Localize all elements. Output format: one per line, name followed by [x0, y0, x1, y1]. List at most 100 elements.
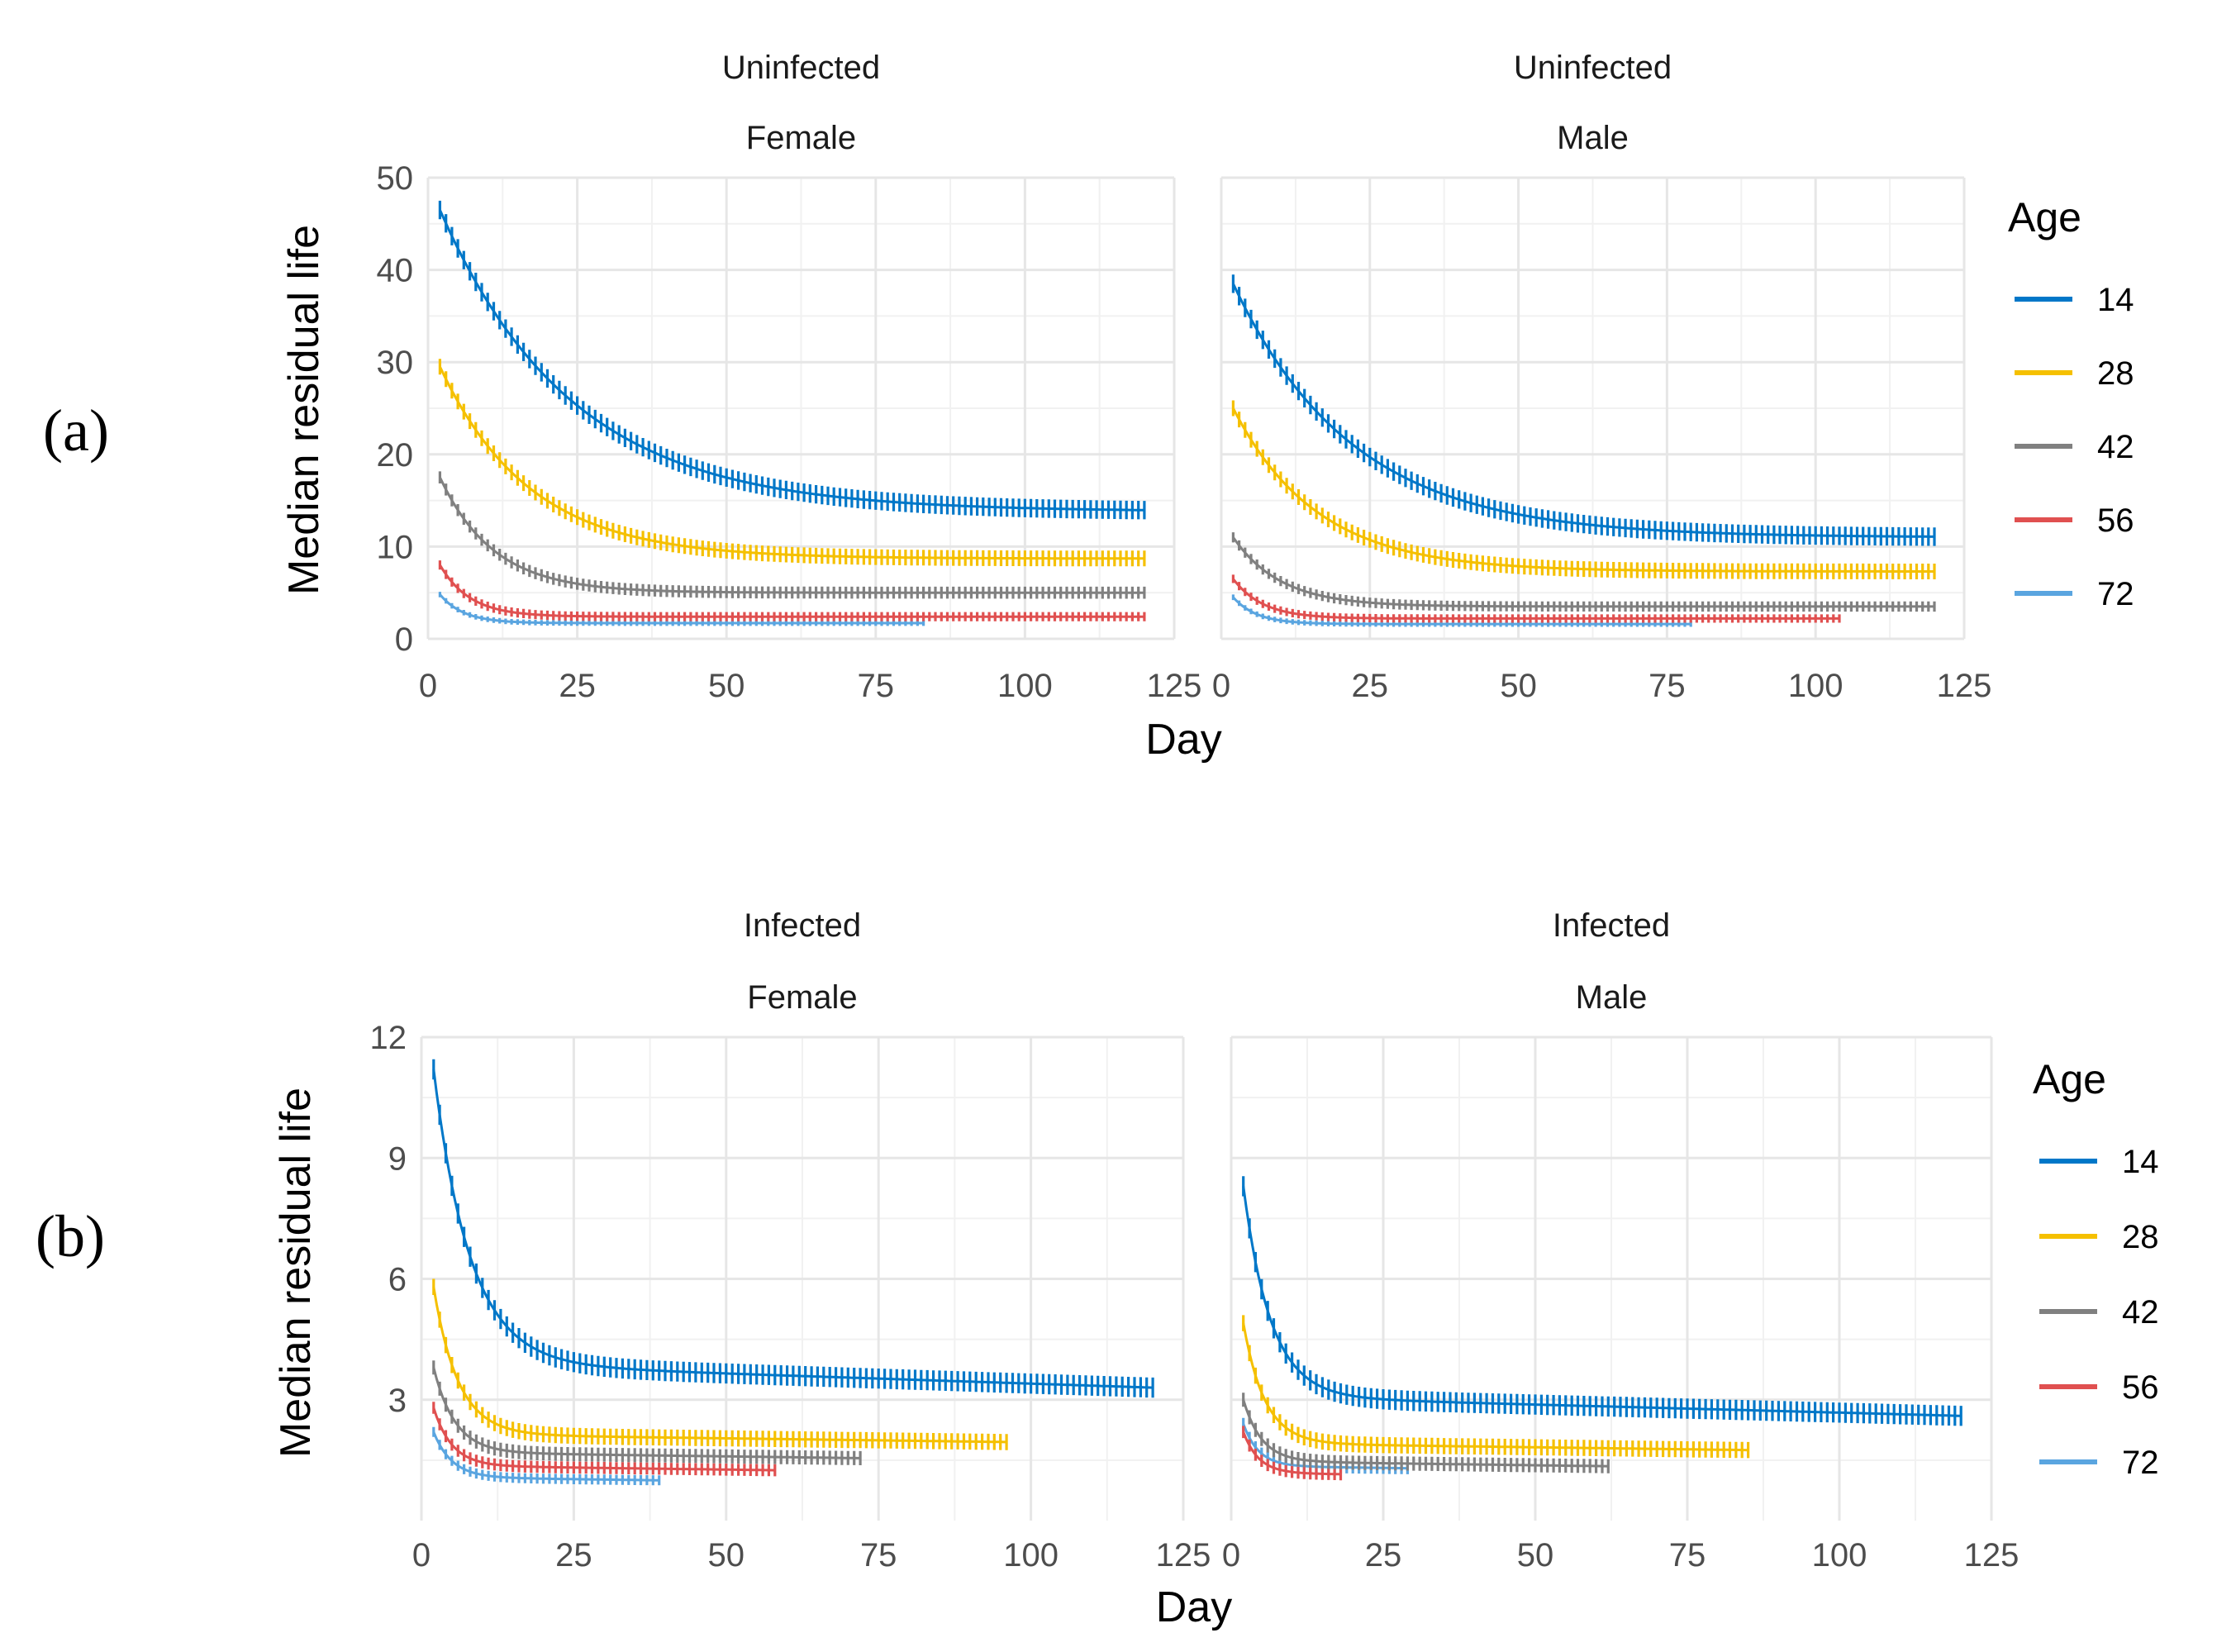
series-age-56 — [1231, 574, 1841, 623]
series-age-42 — [432, 1360, 862, 1465]
series-line-age-56 — [439, 564, 1144, 618]
x-tick-label: 0 — [1212, 668, 1230, 704]
legend-label-age-42: 42 — [2122, 1294, 2159, 1331]
x-axis-title: Day — [1145, 716, 1221, 764]
series-age-14 — [432, 1059, 1154, 1398]
x-tick-label: 0 — [419, 668, 437, 704]
y-tick-label: 10 — [377, 529, 414, 565]
x-tick-label: 100 — [1788, 668, 1844, 704]
x-tick-label: 25 — [1352, 668, 1389, 704]
series-age-56 — [432, 1402, 777, 1477]
series-band-age-14 — [438, 200, 1146, 520]
figure-label: (b) — [36, 1203, 105, 1269]
x-tick-label: 125 — [1964, 1537, 2020, 1573]
series-line-age-56 — [1242, 1431, 1341, 1476]
x-tick-label: 25 — [559, 668, 596, 704]
legend-label-age-14: 14 — [2122, 1144, 2159, 1180]
y-tick-label: 6 — [388, 1262, 407, 1298]
series-age-14 — [1231, 274, 1936, 546]
x-tick-label: 25 — [555, 1537, 592, 1573]
series-age-72 — [438, 592, 925, 626]
facet-strip-top: Infected — [744, 907, 861, 944]
facet-strip-bottom: Male — [1576, 979, 1648, 1016]
series-line-age-28 — [439, 366, 1144, 560]
series-age-28 — [432, 1278, 1008, 1450]
series-line-age-72 — [432, 1431, 659, 1482]
series-line-age-42 — [432, 1367, 861, 1459]
series-line-age-28 — [432, 1287, 1007, 1444]
series-band-age-28 — [438, 359, 1146, 567]
series-line-age-72 — [1232, 596, 1691, 626]
facet-strip-top: Infected — [1553, 907, 1670, 944]
series-line-age-14 — [1232, 283, 1934, 538]
series-line-age-42 — [439, 477, 1144, 594]
legend-label-age-14: 14 — [2097, 282, 2134, 318]
series-age-28 — [1231, 400, 1936, 579]
x-tick-label: 75 — [1648, 668, 1686, 704]
series-age-56 — [1242, 1426, 1343, 1481]
legend-label-age-72: 72 — [2122, 1445, 2159, 1481]
series-age-42 — [438, 471, 1146, 599]
facet-panel: Infected Female 0 25 50 75 100 125 3 6 9 12 — [370, 907, 1211, 1573]
legend: Age 14 28 42 56 72 — [2033, 1056, 2159, 1481]
facet-panel: Uninfected Male 0 25 50 75 100 125 — [1212, 50, 1992, 704]
legend-label-age-42: 42 — [2097, 429, 2134, 465]
y-axis-title: Median residual life — [280, 225, 328, 595]
x-tick-label: 125 — [1156, 1537, 1211, 1573]
series-age-28 — [1242, 1315, 1750, 1459]
x-tick-label: 50 — [1500, 668, 1537, 704]
y-axis-title: Median residual life — [272, 1088, 320, 1458]
chart-b: (b) Median residual life Day Infected Female… — [36, 907, 2158, 1631]
series-line-age-72 — [1242, 1423, 1408, 1470]
facet-strip-top: Uninfected — [1514, 50, 1672, 86]
series-age-28 — [438, 359, 1146, 567]
x-tick-label: 50 — [708, 668, 745, 704]
legend: Age 14 28 42 56 72 — [2008, 194, 2134, 612]
legend-label-age-28: 28 — [2097, 355, 2134, 392]
x-tick-label: 75 — [858, 668, 895, 704]
series-line-age-56 — [432, 1407, 775, 1472]
series-line-age-28 — [1232, 407, 1934, 573]
legend-label-age-28: 28 — [2122, 1219, 2159, 1255]
series-line-age-42 — [1242, 1399, 1609, 1468]
legend-label-age-72: 72 — [2097, 576, 2134, 612]
series-age-56 — [438, 560, 1146, 621]
y-tick-label: 3 — [388, 1383, 407, 1419]
series-age-72 — [432, 1426, 661, 1486]
series-line-age-28 — [1242, 1322, 1748, 1452]
x-tick-label: 125 — [1937, 668, 1992, 704]
x-tick-label: 100 — [997, 668, 1053, 704]
series-line-age-42 — [1232, 536, 1934, 608]
series-age-42 — [1242, 1393, 1610, 1473]
facet-strip-bottom: Female — [747, 979, 857, 1016]
y-tick-label: 20 — [377, 437, 414, 474]
series-line-age-72 — [439, 593, 924, 625]
series-age-42 — [1231, 532, 1936, 612]
series-line-age-56 — [1232, 578, 1839, 620]
legend-title: Age — [2008, 194, 2081, 240]
y-tick-label: 30 — [377, 345, 414, 381]
x-tick-label: 125 — [1147, 668, 1202, 704]
series-age-72 — [1231, 594, 1692, 627]
x-tick-label: 75 — [860, 1537, 897, 1573]
series-band-age-28 — [1231, 400, 1936, 579]
series-band-age-14 — [432, 1059, 1154, 1398]
facet-strip-bottom: Female — [746, 120, 856, 156]
y-tick-label: 40 — [377, 253, 414, 289]
x-tick-label: 100 — [1003, 1537, 1059, 1573]
x-tick-label: 0 — [412, 1537, 431, 1573]
y-tick-label: 50 — [377, 160, 414, 197]
series-band-age-14 — [1242, 1176, 1962, 1426]
y-tick-label: 0 — [395, 621, 413, 658]
facet-panel: Uninfected Female 0 25 50 75 100 125 0 10 20 30 40 50 — [377, 50, 1202, 704]
y-tick-label: 12 — [370, 1020, 407, 1056]
y-tick-label: 9 — [388, 1140, 407, 1177]
chart-a: (a) Median residual life Day Uninfected Fema… — [43, 50, 2134, 764]
x-tick-label: 75 — [1669, 1537, 1706, 1573]
x-tick-label: 100 — [1812, 1537, 1867, 1573]
x-tick-label: 50 — [1517, 1537, 1554, 1573]
series-line-age-14 — [1242, 1186, 1962, 1417]
facet-strip-bottom: Male — [1557, 120, 1629, 156]
series-age-14 — [438, 200, 1146, 520]
legend-label-age-56: 56 — [2097, 502, 2134, 539]
